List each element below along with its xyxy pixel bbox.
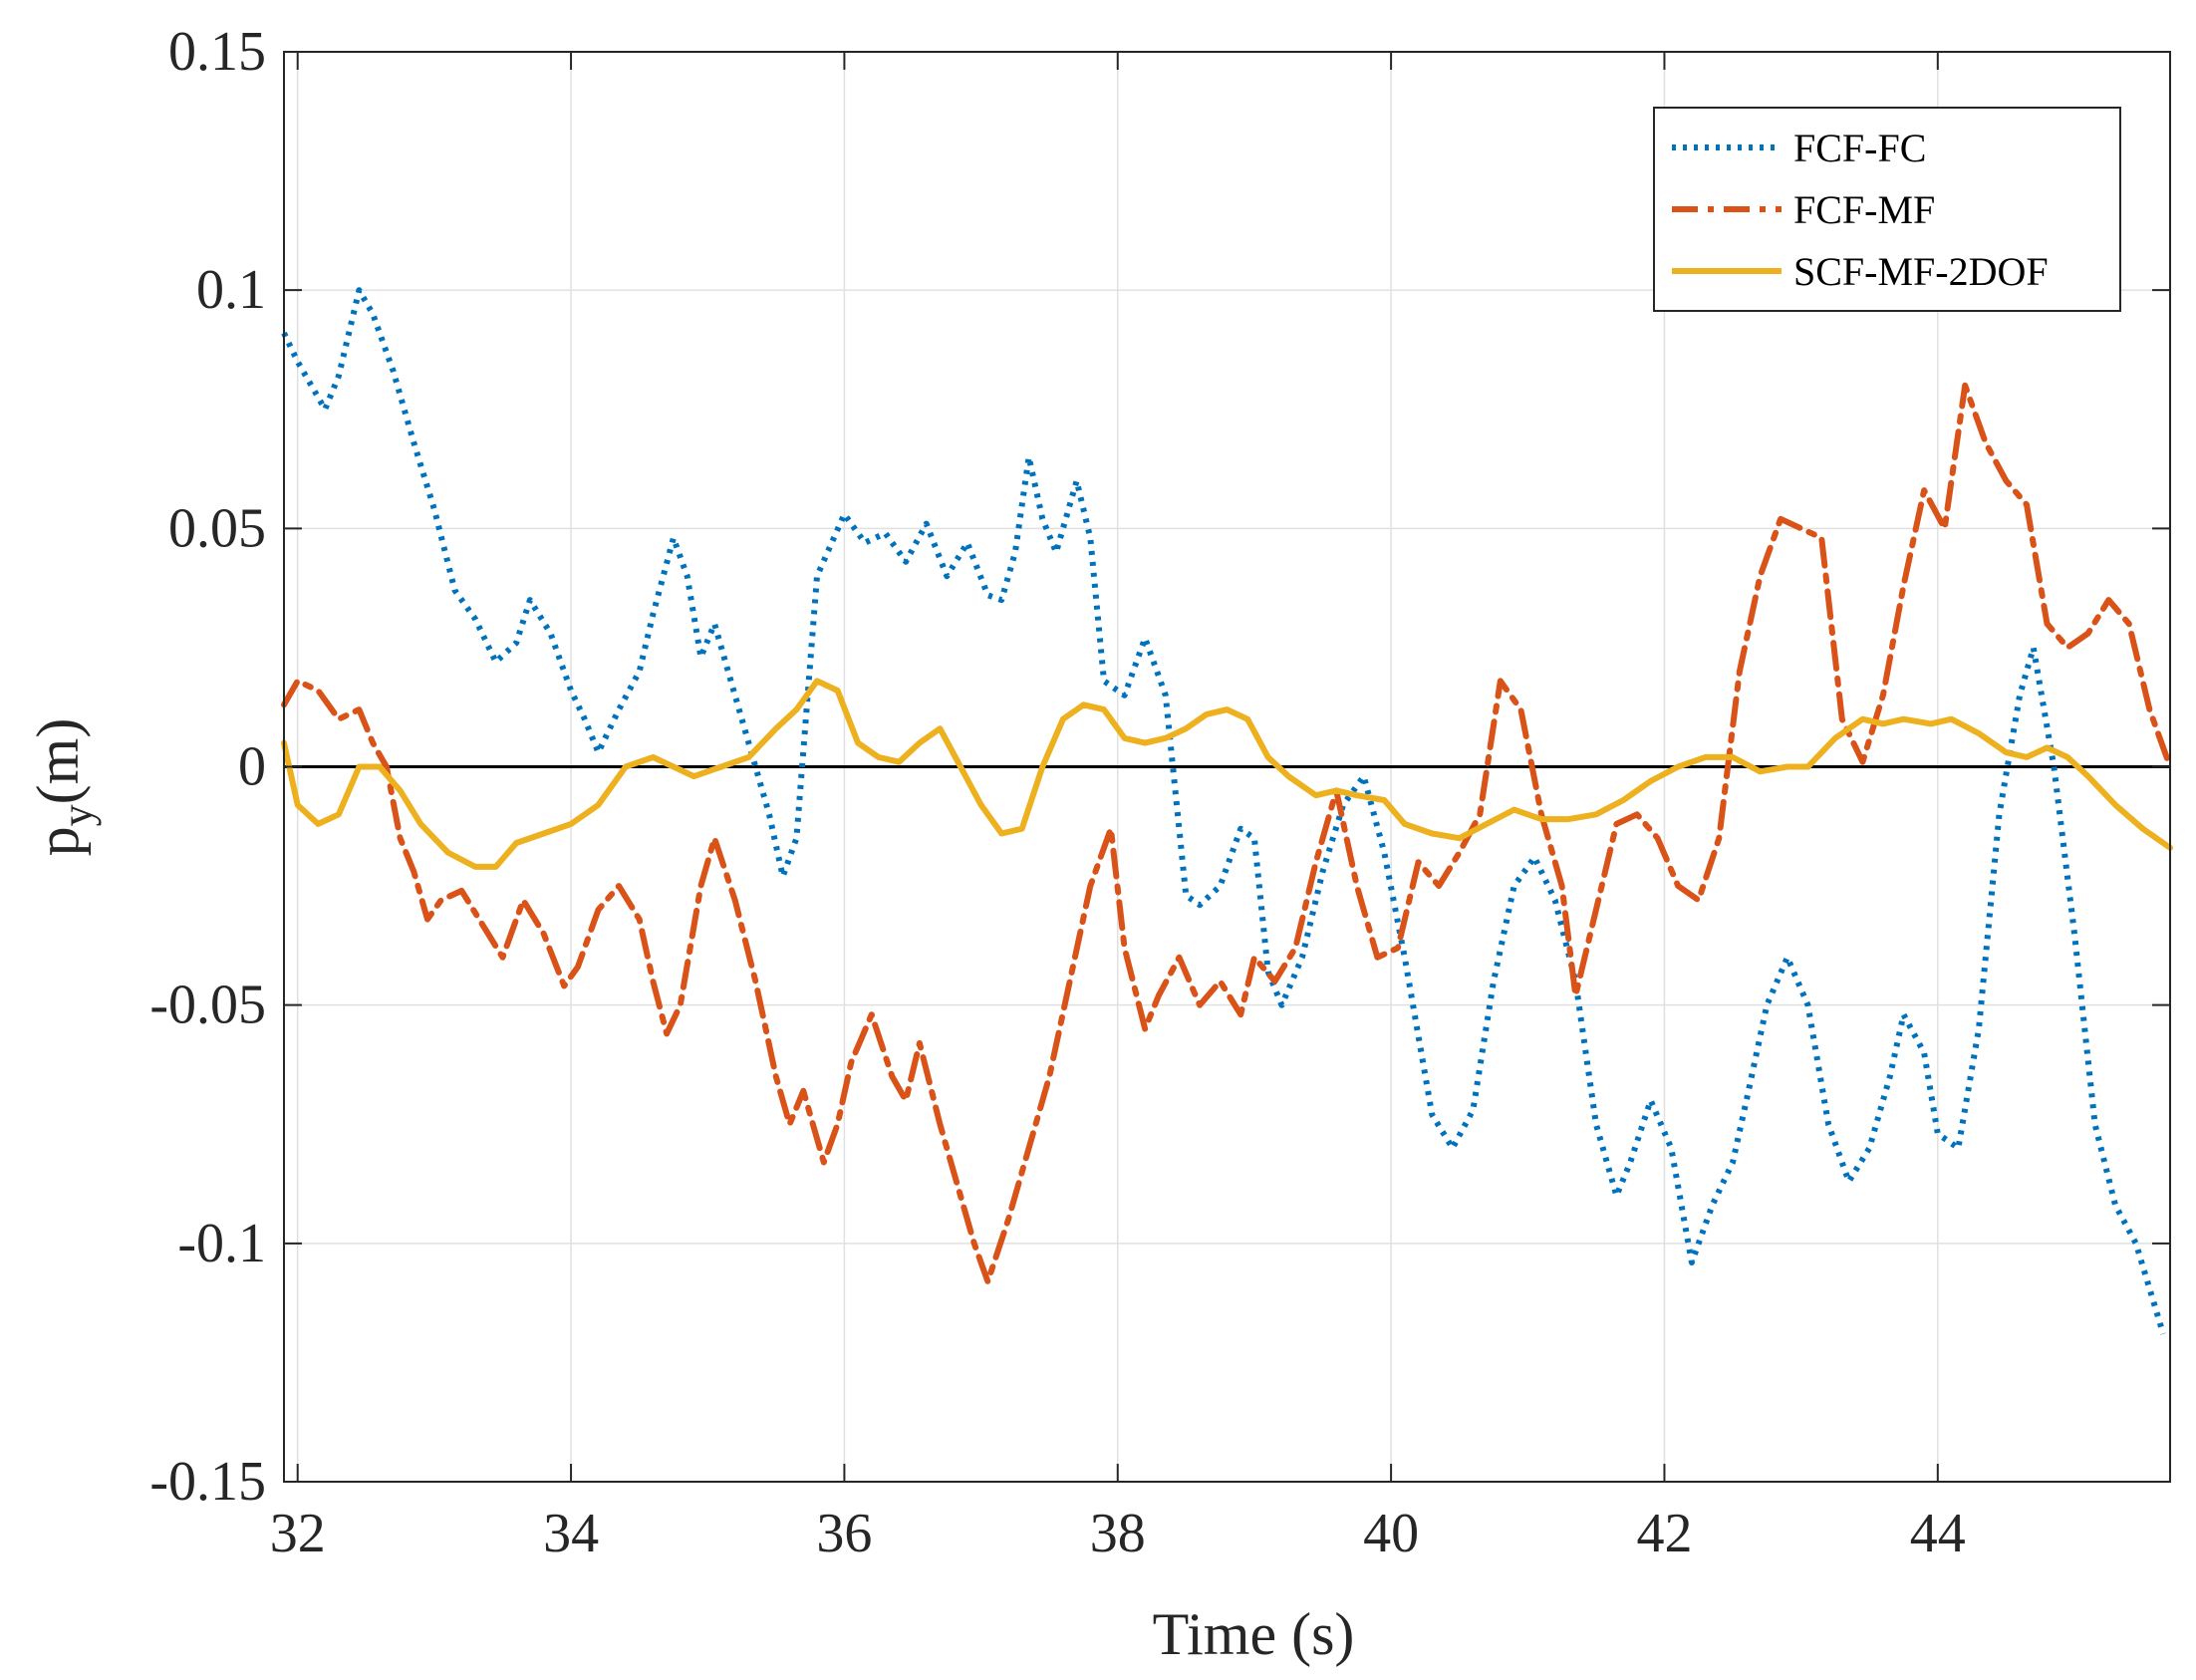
legend-label-scf-mf-2dof: SCF-MF-2DOF xyxy=(1793,249,2049,294)
x-tick-label: 34 xyxy=(543,1503,599,1564)
y-axis-title-sub: y xyxy=(53,804,102,826)
y-axis-title-unit: (m) xyxy=(25,718,91,805)
y-tick-label: -0.15 xyxy=(149,1451,266,1513)
x-tick-label: 44 xyxy=(1910,1503,1966,1564)
series-line-scf-mf-2dof xyxy=(281,678,2173,870)
x-tick-label: 32 xyxy=(270,1503,326,1564)
series-group xyxy=(281,287,2173,1335)
ticks: 32 34 36 38 40 42 44 -0.15 -0.1 -0.05 0 0.05 0.1 0.15 xyxy=(149,21,2170,1564)
y-tick-label: 0.05 xyxy=(168,497,266,559)
x-axis-title: Time (s) xyxy=(1153,1601,1355,1667)
svg-text:py(m): py(m) xyxy=(25,718,102,857)
legend-label-fcf-fc: FCF-FC xyxy=(1793,126,1926,170)
legend-label-fcf-mf: FCF-MF xyxy=(1793,187,1935,232)
x-tick-label: 38 xyxy=(1090,1503,1146,1564)
series-line-fcf-fc xyxy=(281,287,2166,1335)
y-tick-label: 0.1 xyxy=(196,259,266,321)
y-tick-label: -0.05 xyxy=(149,975,266,1036)
series-line-fcf-mf xyxy=(281,382,2173,1285)
x-tick-label: 36 xyxy=(816,1503,872,1564)
y-axis-title: py(m) xyxy=(25,718,102,857)
y-tick-label: 0.15 xyxy=(168,21,266,83)
x-tick-label: 42 xyxy=(1636,1503,1692,1564)
y-tick-label: 0 xyxy=(238,736,266,798)
legend: FCF-FC FCF-MF SCF-MF-2DOF xyxy=(1653,107,2121,312)
y-tick-label: -0.1 xyxy=(177,1213,266,1274)
y-axis-title-main: p xyxy=(25,826,91,856)
x-tick-label: 40 xyxy=(1363,1503,1419,1564)
